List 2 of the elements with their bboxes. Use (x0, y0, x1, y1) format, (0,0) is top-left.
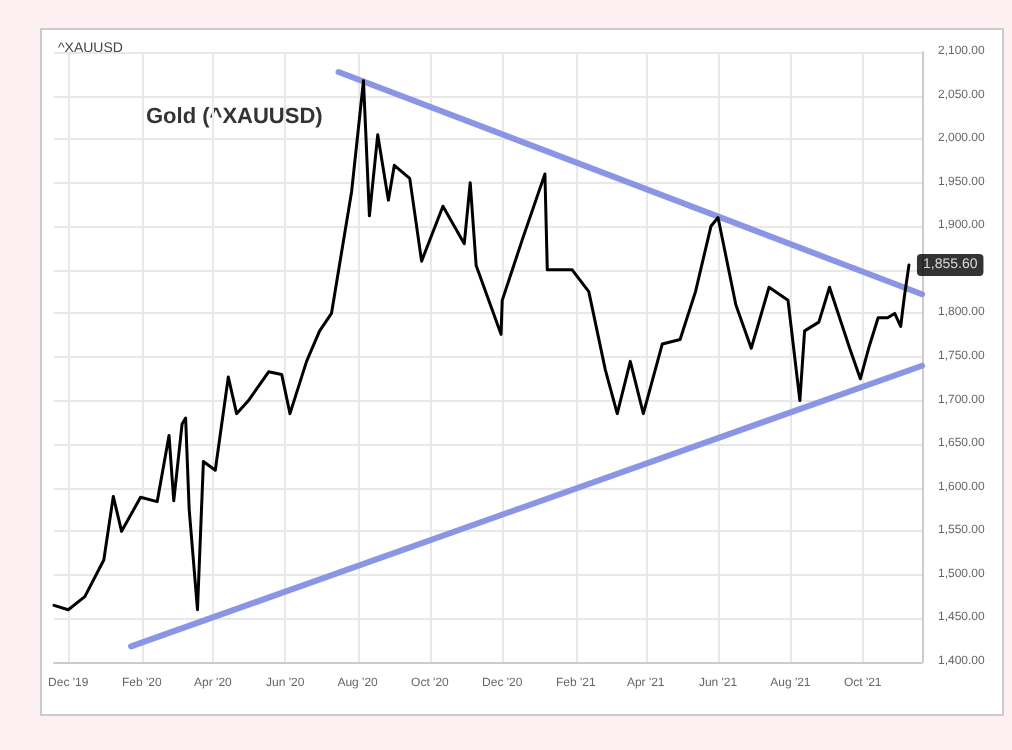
text: Gold (^XAUUSD) (146, 105, 324, 129)
line-series (52, 79, 911, 612)
